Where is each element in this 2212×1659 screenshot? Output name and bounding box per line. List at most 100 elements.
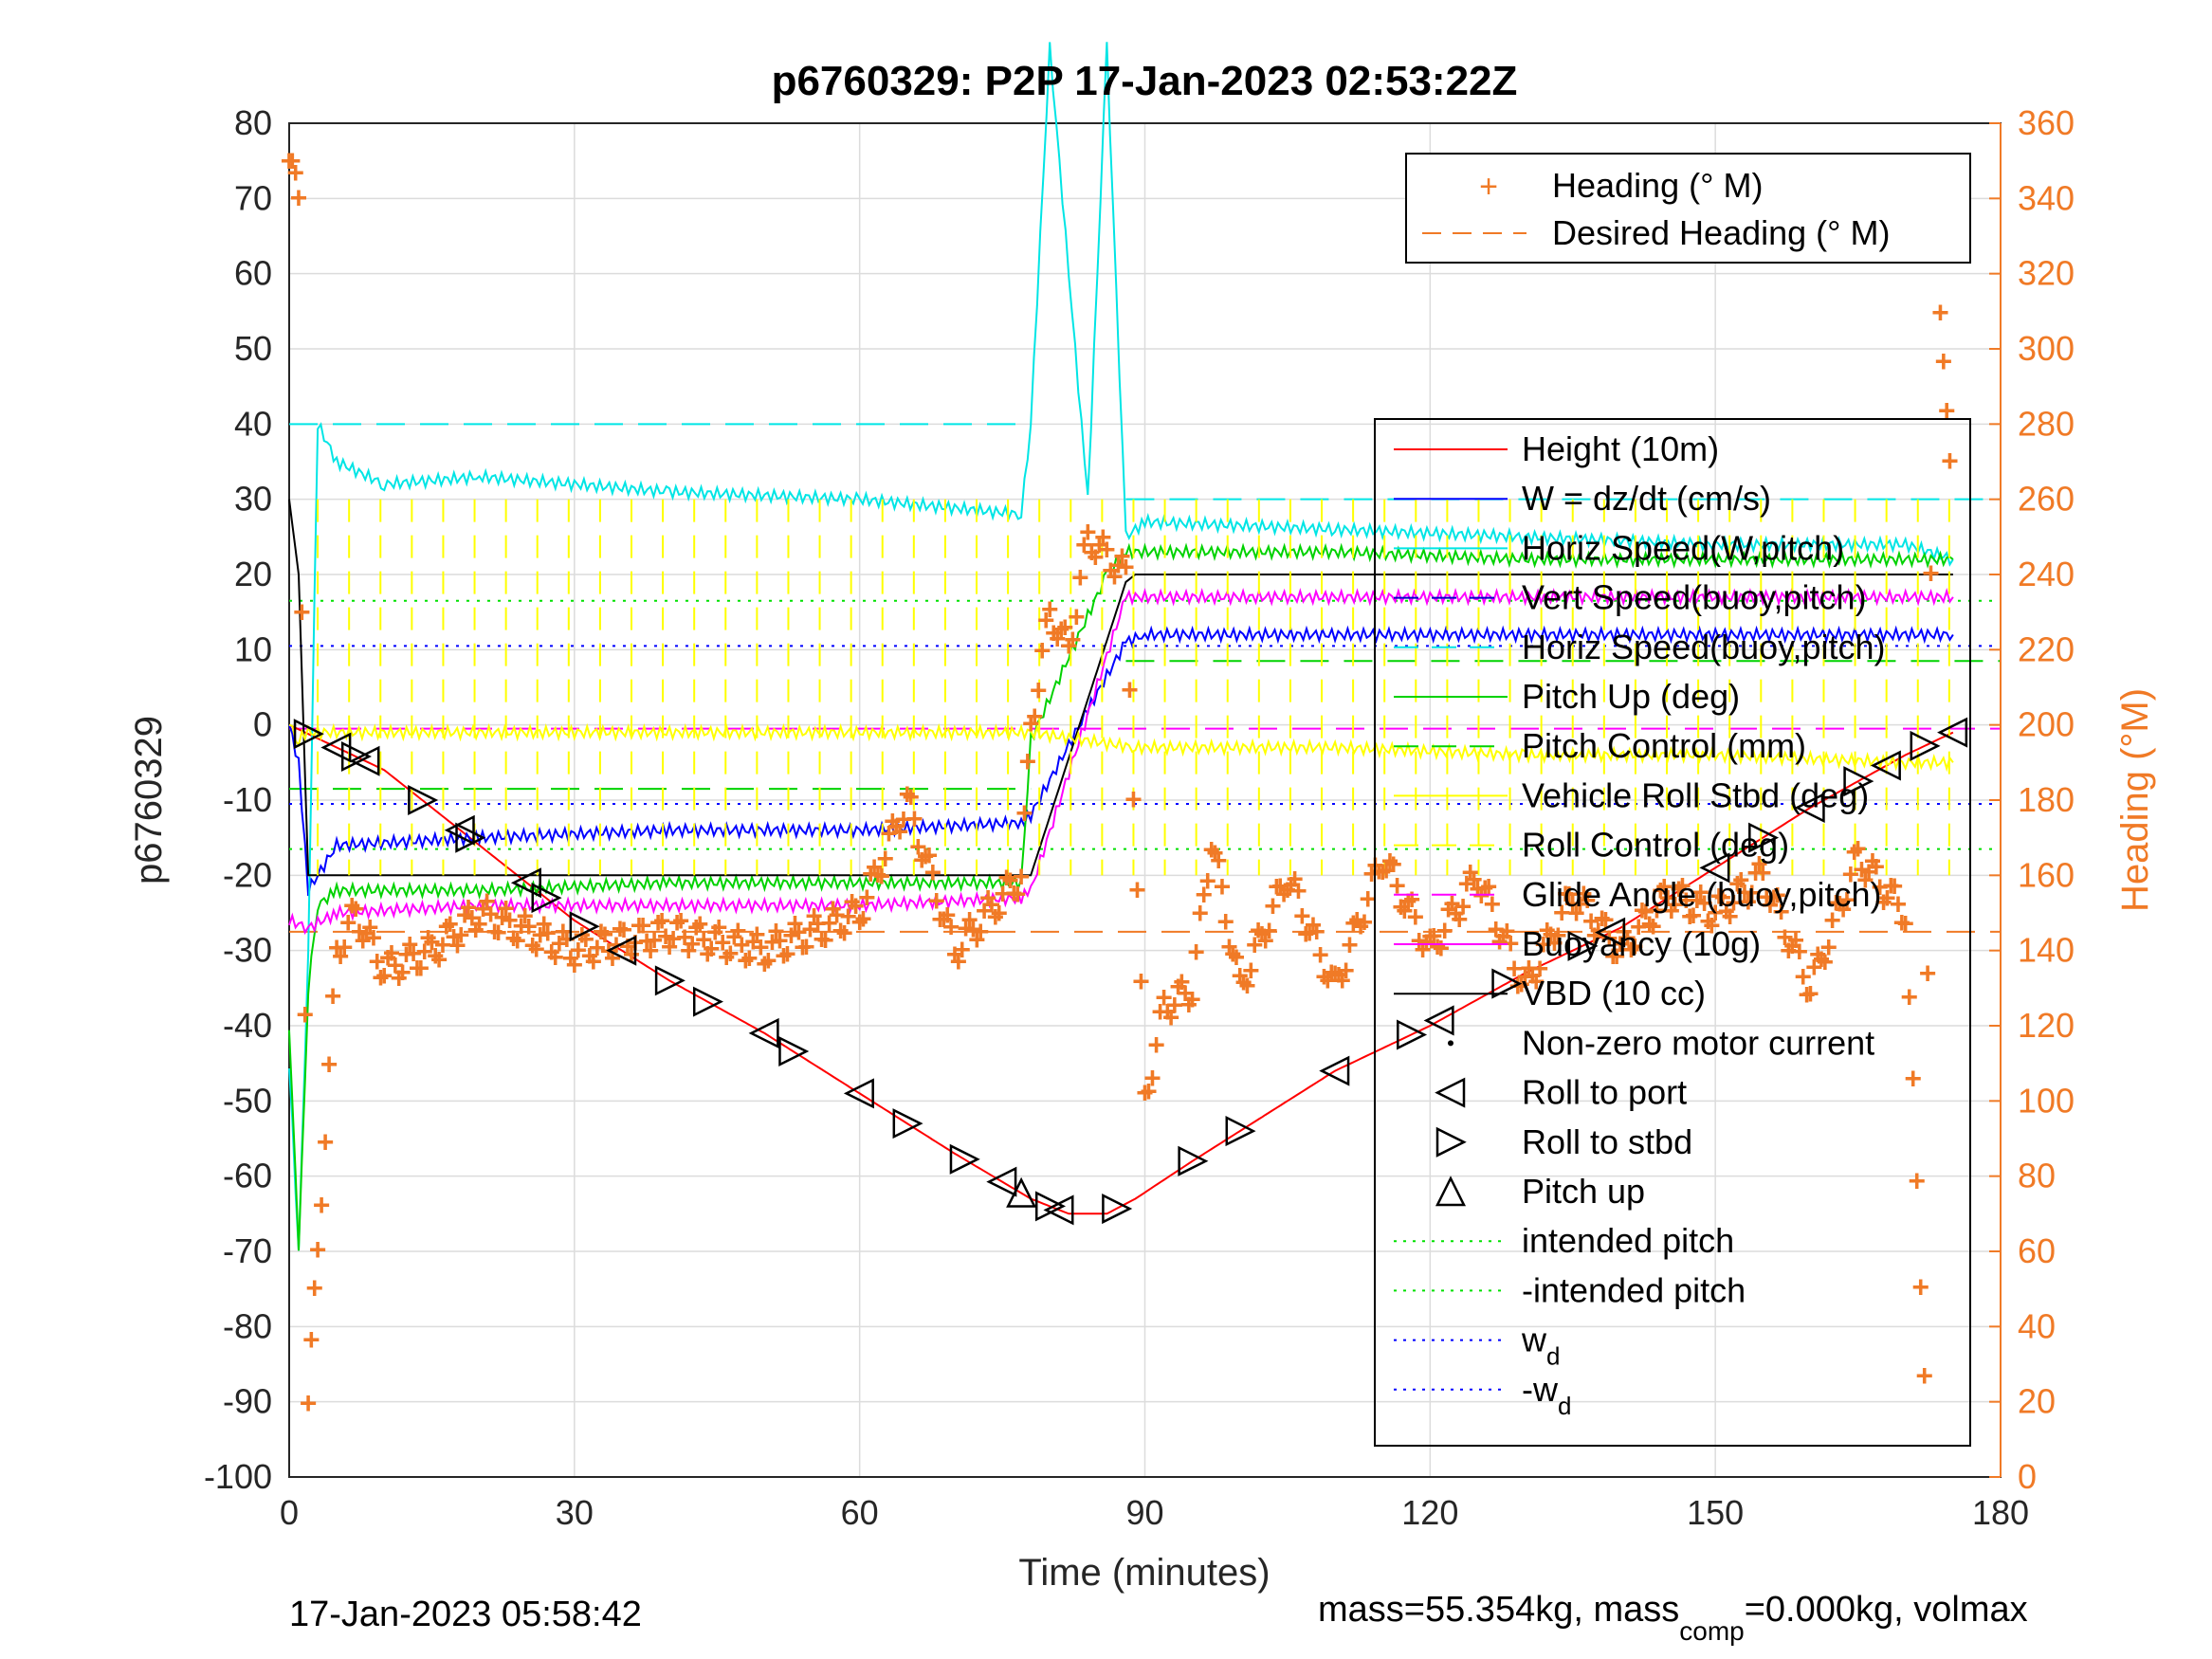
heading-point: + bbox=[1202, 832, 1220, 866]
heading-point: + bbox=[1410, 923, 1428, 957]
heading-point: + bbox=[343, 888, 361, 922]
roll-stbd-marker bbox=[692, 986, 724, 1017]
legend-label: Height (10m) bbox=[1522, 429, 1719, 468]
x-tick-label: 180 bbox=[1972, 1493, 2029, 1532]
heading-point: + bbox=[1673, 868, 1691, 902]
heading-point: + bbox=[1286, 862, 1304, 896]
heading-point: + bbox=[850, 905, 868, 939]
roll-stbd-marker bbox=[949, 1143, 980, 1175]
heading-point: + bbox=[1563, 886, 1581, 921]
heading-point: + bbox=[405, 937, 423, 971]
legend-label: Pitch up bbox=[1522, 1172, 1645, 1211]
heading-point: + bbox=[546, 939, 564, 974]
heading-point: + bbox=[714, 925, 732, 959]
heading-point: + bbox=[1102, 554, 1120, 588]
heading-point: + bbox=[691, 907, 709, 941]
heading-point: + bbox=[905, 801, 923, 835]
heading-point: + bbox=[1589, 914, 1607, 948]
roll-port-marker bbox=[1319, 1055, 1350, 1086]
heading-point: + bbox=[1041, 592, 1059, 627]
heading-point: + bbox=[960, 902, 978, 937]
heading-point: + bbox=[550, 926, 568, 960]
heading-point: + bbox=[531, 918, 549, 952]
heading-point: + bbox=[1538, 913, 1556, 947]
heading-point: + bbox=[994, 876, 1012, 910]
heading-point: + bbox=[790, 915, 808, 949]
heading-point: + bbox=[1132, 964, 1150, 998]
heading-point: + bbox=[1435, 914, 1453, 948]
heading-point: + bbox=[1384, 848, 1402, 882]
heading-point: + bbox=[1893, 905, 1911, 939]
heading-point: + bbox=[456, 898, 474, 932]
heading-point: + bbox=[317, 1124, 335, 1158]
heading-point: + bbox=[1904, 1062, 1922, 1096]
heading-point: + bbox=[383, 936, 401, 970]
legend-label: Vert Speed(buoy,pitch) bbox=[1522, 578, 1867, 617]
heading-point: + bbox=[535, 906, 553, 940]
heading-point: + bbox=[872, 859, 890, 893]
right-y-tick-label: 360 bbox=[2018, 103, 2075, 142]
heading-point: + bbox=[1746, 856, 1764, 890]
legend-entry: Pitch up bbox=[1435, 1172, 1645, 1211]
heading-point: + bbox=[964, 912, 982, 946]
heading-point: + bbox=[778, 937, 796, 971]
heading-point: + bbox=[979, 881, 997, 915]
series-line bbox=[288, 625, 1954, 897]
heading-point: + bbox=[1809, 938, 1827, 972]
heading-point: + bbox=[1136, 1075, 1154, 1109]
heading-point: + bbox=[909, 830, 927, 864]
heading-point: + bbox=[466, 912, 484, 946]
legend-marker bbox=[1435, 1176, 1467, 1207]
heading-point: + bbox=[1147, 1028, 1165, 1062]
right-y-tick-label: 340 bbox=[2018, 178, 2075, 217]
heading-point: + bbox=[1703, 908, 1721, 942]
heading-point: + bbox=[665, 921, 683, 956]
heading-point: + bbox=[1878, 881, 1896, 915]
roll-port-marker bbox=[1423, 1005, 1454, 1036]
right-y-tick-label: 40 bbox=[2018, 1306, 2056, 1345]
right-y-tick-label: 280 bbox=[2018, 404, 2075, 443]
heading-point: + bbox=[703, 931, 721, 965]
heading-point: + bbox=[923, 855, 941, 889]
legend-entry: intended pitch bbox=[1394, 1221, 1734, 1260]
heading-point: + bbox=[1922, 556, 1940, 590]
heading-point: + bbox=[1311, 938, 1329, 972]
heading-point: + bbox=[1506, 952, 1524, 986]
legend-entry: Height (10m) bbox=[1394, 429, 1719, 468]
heading-point: + bbox=[1571, 887, 1589, 921]
heading-point: + bbox=[1113, 538, 1131, 573]
heading-point: + bbox=[1860, 855, 1878, 889]
heading-point: + bbox=[1509, 969, 1527, 1003]
heading-point: + bbox=[957, 911, 975, 945]
heading-point: + bbox=[1750, 847, 1768, 881]
heading-point: + bbox=[1823, 903, 1841, 938]
heading-point: + bbox=[1155, 980, 1173, 1014]
heading-point: + bbox=[1417, 924, 1435, 958]
legend-label: Roll to port bbox=[1522, 1073, 1687, 1112]
heading-point: + bbox=[1707, 895, 1725, 929]
roll-port-marker bbox=[748, 1017, 779, 1048]
heading-point: + bbox=[921, 838, 939, 872]
heading-point: + bbox=[931, 902, 949, 936]
heading-point: + bbox=[1087, 540, 1105, 574]
heading-point: + bbox=[1231, 958, 1249, 993]
heading-point: + bbox=[927, 884, 945, 918]
roll-port-marker bbox=[1794, 792, 1825, 823]
heading-point: + bbox=[1033, 633, 1051, 667]
legend-label: Pitch Up (deg) bbox=[1522, 677, 1740, 716]
heading-point: + bbox=[482, 897, 500, 931]
heading-point: + bbox=[520, 909, 538, 943]
heading-point: + bbox=[281, 144, 299, 178]
heading-point: + bbox=[1018, 744, 1036, 778]
heading-point: + bbox=[1677, 884, 1695, 918]
heading-point: + bbox=[493, 900, 511, 934]
heading-point: + bbox=[1787, 922, 1805, 957]
heading-point: + bbox=[744, 924, 762, 958]
heading-point: + bbox=[1908, 1163, 1926, 1197]
heading-point: + bbox=[672, 903, 690, 938]
heading-point: + bbox=[809, 906, 827, 940]
heading-point: + bbox=[1900, 979, 1918, 1013]
heading-point: + bbox=[1307, 914, 1325, 948]
heading-point: + bbox=[1162, 1000, 1180, 1034]
heading-point: + bbox=[1337, 954, 1355, 988]
